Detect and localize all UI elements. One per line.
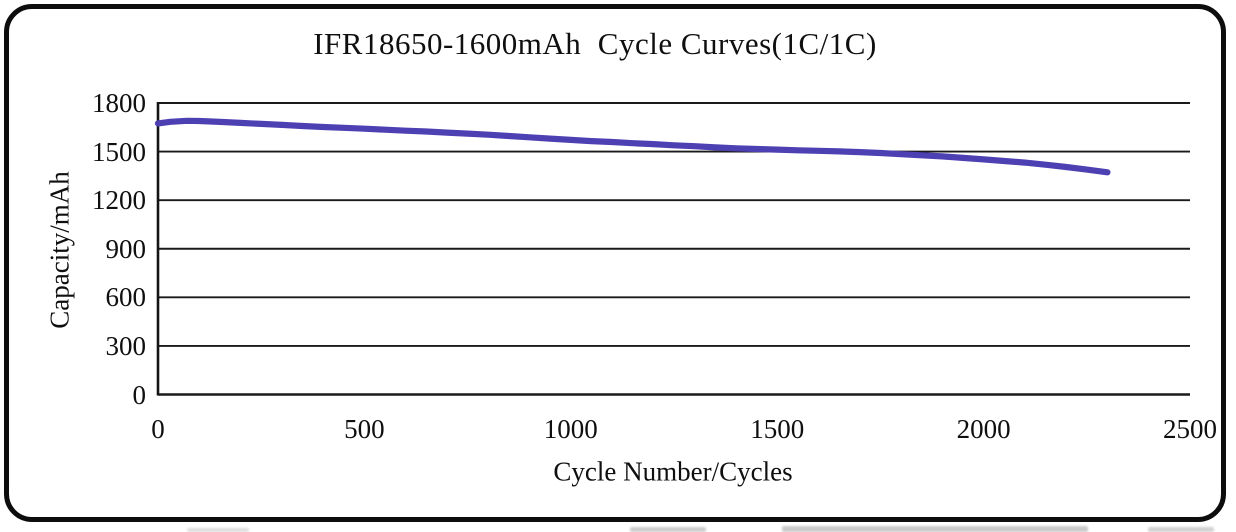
- y-tick-label-1800: 1800: [92, 88, 146, 118]
- x-tick-label-1500: 1500: [750, 414, 805, 444]
- x-axis-title: Cycle Number/Cycles: [553, 456, 793, 487]
- x-tick-label-1000: 1000: [543, 414, 598, 444]
- y-tick-label-600: 600: [105, 282, 147, 313]
- scan-artifact-3: [1148, 527, 1214, 532]
- scan-artifact-1: [630, 527, 706, 532]
- y-tick-label-1500: 1500: [92, 136, 146, 167]
- x-tick-label-2000: 2000: [956, 414, 1011, 444]
- x-tick-label-2500: 2500: [1163, 414, 1217, 444]
- x-tick-label-500: 500: [344, 414, 385, 444]
- chart-frame-border: [4, 4, 1226, 522]
- scan-artifact-0: [187, 528, 249, 532]
- y-tick-label-1200: 1200: [92, 185, 146, 216]
- y-tick-label-900: 900: [105, 233, 147, 264]
- x-tick-label-0: 0: [151, 414, 165, 444]
- chart-title: IFR18650-1600mAh Cycle Curves(1C/1C): [313, 26, 877, 61]
- y-tick-label-0: 0: [132, 379, 147, 410]
- scan-artifact-2: [782, 526, 1088, 532]
- series-cycle-capacity-curve: [154, 117, 1111, 176]
- y-tick-label-300: 300: [105, 330, 147, 361]
